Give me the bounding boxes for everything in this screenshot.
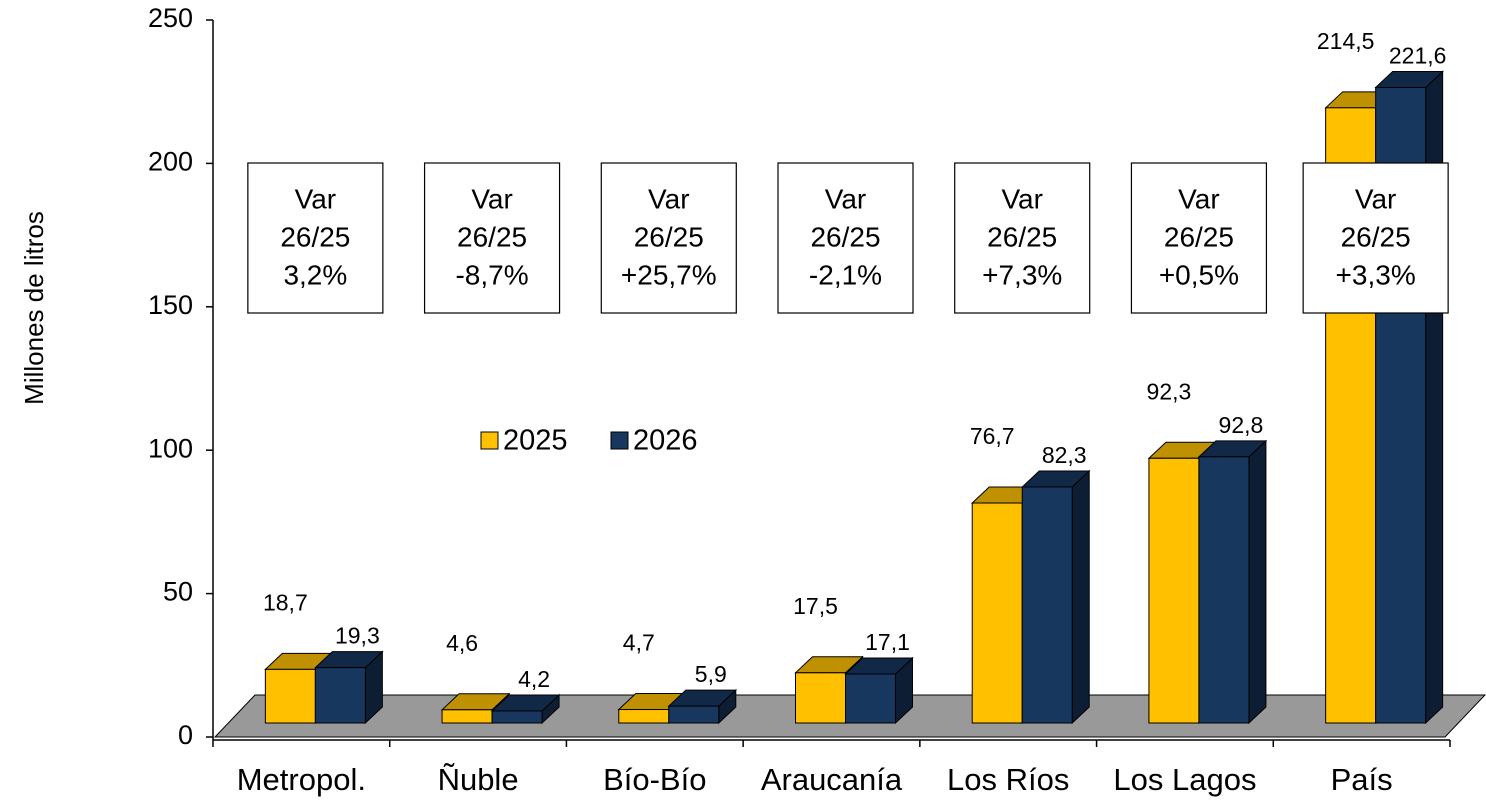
annotation-text: Var: [295, 183, 337, 214]
bar-front: [668, 705, 720, 724]
y-tick-label: 100: [148, 433, 193, 463]
data-label: 17,1: [865, 629, 910, 655]
annotation-text: 26/25: [987, 221, 1057, 252]
data-label: 17,5: [793, 593, 838, 619]
annotation-text: 26/25: [1164, 221, 1234, 252]
data-label: 19,3: [335, 623, 380, 649]
annotation-box: [1130, 162, 1268, 314]
data-label: 221,6: [1389, 43, 1447, 69]
bar-front: [618, 709, 670, 724]
data-label: 92,3: [1147, 378, 1192, 404]
annotation-text: -2,1%: [809, 259, 882, 290]
x-tick-label: País: [1331, 762, 1393, 797]
bar-side: [1248, 439, 1267, 725]
annotation-box: [600, 162, 737, 314]
x-tick-label: Los Ríos: [947, 762, 1069, 797]
legend-label: 2025: [503, 425, 568, 457]
annotation-text: Var: [648, 183, 690, 214]
annotation-text: Var: [471, 183, 513, 214]
data-label: 18,7: [263, 589, 308, 615]
annotation-text: +0,5%: [1159, 259, 1239, 290]
bar: [1020, 469, 1091, 725]
legend-swatch: [480, 431, 499, 450]
bar-front: [971, 502, 1023, 724]
annotation-box: [954, 162, 1091, 314]
bar: [844, 656, 914, 725]
data-label: 92,8: [1219, 412, 1264, 438]
bar-front: [491, 710, 543, 724]
annotation-text: Var: [825, 183, 867, 214]
bar-front: [1198, 456, 1250, 724]
annotation-text: 3,2%: [283, 259, 347, 290]
x-tick-label: Bío-Bío: [603, 762, 706, 797]
legend-swatch: [610, 431, 629, 450]
y-tick-label: 50: [163, 577, 193, 607]
data-label: 4,6: [446, 630, 478, 656]
y-axis-label: Millones de litros: [19, 211, 49, 405]
x-tick-label: Ñuble: [438, 762, 519, 797]
annotation-text: 26/25: [280, 221, 350, 252]
annotation-box: [247, 162, 384, 314]
bar-front: [314, 667, 366, 724]
y-tick-label: 250: [148, 3, 193, 33]
bar: [490, 693, 561, 725]
annotation-box: [423, 162, 561, 314]
data-label: 5,9: [695, 661, 727, 687]
x-tick-label: Metropol.: [237, 762, 366, 797]
annotation-text: Var: [1178, 183, 1220, 214]
annotation-text: Var: [1355, 183, 1397, 214]
data-label: 4,2: [518, 666, 550, 692]
bar: [1197, 439, 1268, 725]
bar-front: [1021, 486, 1073, 724]
annotation-text: +25,7%: [621, 259, 717, 290]
annotation-box: [1302, 162, 1449, 314]
annotation-text: 26/25: [1341, 221, 1411, 252]
bar-front: [441, 709, 493, 724]
annotation-text: +7,3%: [982, 259, 1062, 290]
data-label: 82,3: [1042, 442, 1087, 468]
annotation-text: 26/25: [457, 221, 527, 252]
bar-front: [264, 668, 316, 724]
data-label: 214,5: [1317, 28, 1375, 54]
annotation-box: [777, 162, 914, 314]
bar: [667, 688, 738, 725]
bar-side: [1071, 469, 1090, 725]
bar-front: [1148, 457, 1200, 724]
y-tick-label: 150: [148, 290, 193, 320]
legend-label: 2026: [633, 425, 698, 457]
x-tick-label: Los Lagos: [1113, 762, 1256, 797]
annotation-text: 26/25: [810, 221, 880, 252]
bar: [314, 650, 384, 725]
annotation-text: -8,7%: [455, 259, 528, 290]
data-label: 4,7: [623, 630, 655, 656]
bar-front: [795, 672, 846, 724]
bar-front: [845, 673, 896, 724]
x-tick-label: Araucanía: [761, 762, 903, 797]
annotation-text: 26/25: [634, 221, 704, 252]
annotation-text: +3,3%: [1336, 259, 1416, 290]
data-label: 76,7: [970, 423, 1015, 449]
y-tick-label: 0: [178, 720, 193, 750]
annotation-text: Var: [1001, 183, 1043, 214]
y-tick-label: 200: [148, 147, 193, 177]
